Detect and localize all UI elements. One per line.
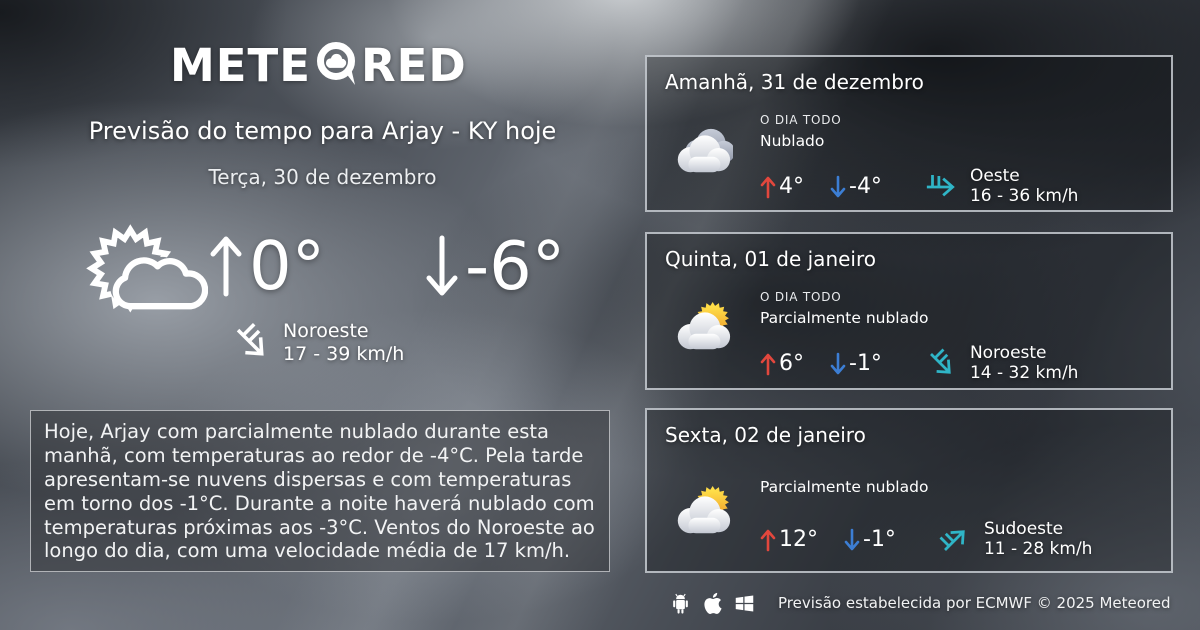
sun-cloud-outline-icon xyxy=(82,218,208,323)
today-max-value: 0° xyxy=(249,226,326,305)
card-min-temp: -1° xyxy=(830,351,882,376)
page-title: Previsão do tempo para Arjay - KY hoje xyxy=(88,117,557,145)
cloudy-icon xyxy=(677,128,733,173)
cloud-speech-bubble-icon xyxy=(316,42,355,85)
logo-text-post: RED xyxy=(360,38,467,92)
min-temp-arrow-icon xyxy=(844,528,860,550)
card-period-label: O DIA TODO xyxy=(760,113,842,127)
card-condition: Parcialmente nublado xyxy=(760,478,929,496)
max-temp-arrow-icon xyxy=(760,176,776,198)
apple-icon[interactable] xyxy=(702,592,723,615)
today-wind: Noroeste 17 - 39 km/h xyxy=(229,320,404,366)
partly-cloudy-icon xyxy=(677,485,731,534)
wind-barb-icon xyxy=(926,174,955,196)
today-wind-dir: Noroeste xyxy=(283,320,369,342)
card-max-temp: 12° xyxy=(760,527,818,552)
card-min-value: -1° xyxy=(849,351,882,377)
meteored-logo[interactable]: METE RED xyxy=(170,40,467,90)
wind-barb-icon xyxy=(937,522,970,556)
today-min-temp: -6° xyxy=(424,220,565,312)
card-min-value: -1° xyxy=(863,527,896,553)
card-max-value: 6° xyxy=(779,351,804,377)
wind-barb-icon xyxy=(925,346,958,379)
card-min-temp: -4° xyxy=(830,174,882,199)
card-wind-speed: 16 - 36 km/h xyxy=(969,185,1079,206)
card-wind: Oeste 16 - 36 km/h xyxy=(924,166,1079,206)
min-temp-arrow-icon xyxy=(830,352,846,374)
max-temp-arrow-icon xyxy=(760,353,776,375)
footer: Previsão estabelecida por ECMWF © 2025 M… xyxy=(645,586,1173,620)
card-condition: Parcialmente nublado xyxy=(760,309,929,327)
card-title: Quinta, 01 de janeiro xyxy=(665,247,876,271)
card-max-value: 12° xyxy=(779,527,818,553)
logo-text-pre: METE xyxy=(170,38,311,92)
forecast-summary: Hoje, Arjay com parcialmente nublado dur… xyxy=(30,410,610,572)
today-wind-speed: 17 - 39 km/h xyxy=(283,343,405,366)
card-wind-dir: Sudoeste xyxy=(983,519,1064,539)
card-wind-dir: Noroeste xyxy=(969,343,1047,363)
max-temp-arrow-icon xyxy=(760,529,776,551)
android-icon[interactable] xyxy=(670,592,691,615)
windows-icon[interactable] xyxy=(734,592,755,615)
forecast-card-sexta[interactable]: Sexta, 02 de janeiro Parcialmente nublad… xyxy=(645,408,1173,573)
card-wind: Noroeste 14 - 32 km/h xyxy=(924,343,1079,383)
page-date: Terça, 30 de dezembro xyxy=(208,165,437,189)
card-max-value: 4° xyxy=(779,174,804,200)
forecast-card-tomorrow[interactable]: Amanhã, 31 de dezembro O DIA TODO Nublad… xyxy=(645,55,1173,212)
min-temp-arrow-icon xyxy=(830,175,846,197)
card-wind-speed: 11 - 28 km/h xyxy=(983,538,1093,559)
card-wind-speed: 14 - 32 km/h xyxy=(969,362,1079,383)
forecast-card-quinta[interactable]: Quinta, 01 de janeiro O DIA TODO Parcial… xyxy=(645,232,1173,390)
min-temp-arrow-icon xyxy=(426,235,458,296)
card-title: Sexta, 02 de janeiro xyxy=(665,423,866,447)
today-max-temp: 0° xyxy=(208,220,325,312)
card-max-temp: 4° xyxy=(760,174,804,199)
card-min-temp: -1° xyxy=(844,527,896,552)
card-period-label: O DIA TODO xyxy=(760,290,842,304)
partly-cloudy-icon xyxy=(677,301,731,350)
max-temp-arrow-icon xyxy=(210,236,242,297)
card-condition: Nublado xyxy=(760,132,825,150)
card-wind: Sudoeste 11 - 28 km/h xyxy=(937,519,1093,559)
card-max-temp: 6° xyxy=(760,351,804,376)
today-min-value: -6° xyxy=(465,226,566,305)
card-wind-dir: Oeste xyxy=(969,166,1020,186)
card-min-value: -4° xyxy=(849,174,882,200)
attribution-text: Previsão estabelecida por ECMWF © 2025 M… xyxy=(778,594,1171,612)
wind-barb-icon xyxy=(230,320,273,363)
card-title: Amanhã, 31 de dezembro xyxy=(665,70,924,94)
